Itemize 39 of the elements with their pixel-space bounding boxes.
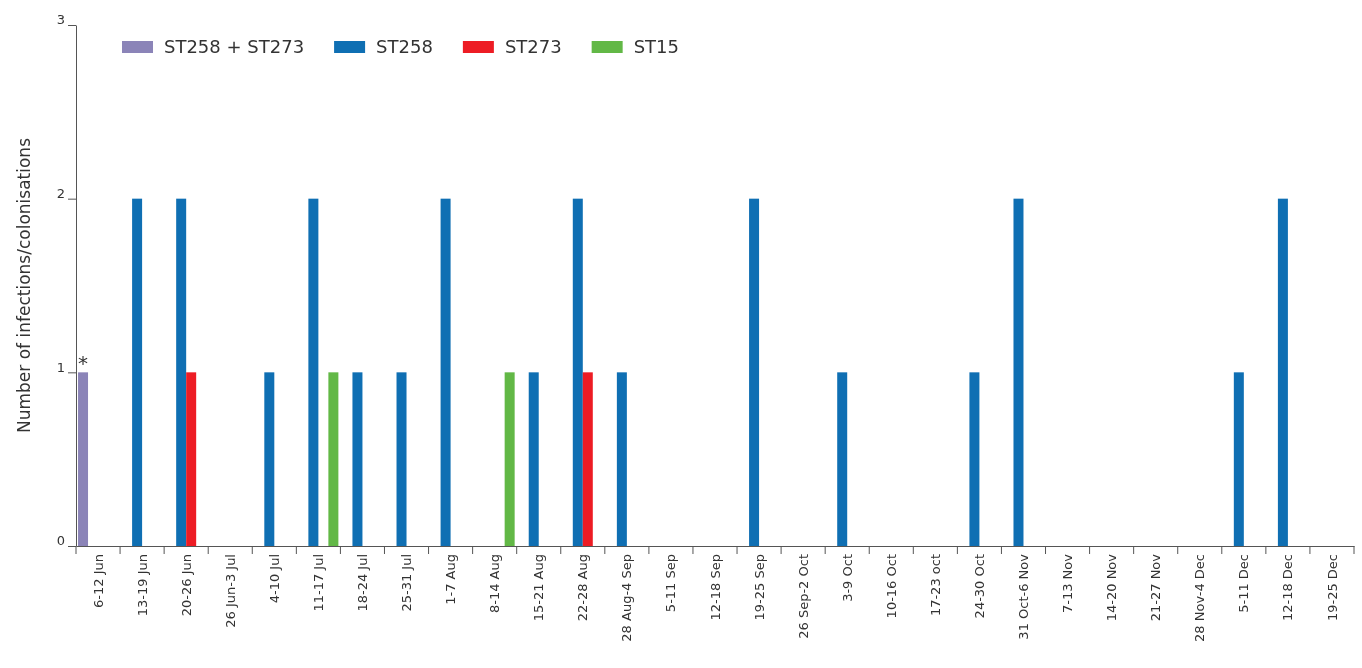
x-tick-label: 28 Nov-4 Dec bbox=[1192, 554, 1208, 642]
annotation: * bbox=[78, 351, 89, 376]
x-tick-label: 24-30 Oct bbox=[971, 554, 987, 619]
x-tick-label: 12-18 Dec bbox=[1280, 554, 1296, 622]
y-axis-title: Number of infections/colonisations bbox=[14, 137, 34, 433]
x-tick-label: 14-20 Nov bbox=[1104, 553, 1120, 622]
y-tick-label: 2 bbox=[56, 185, 65, 201]
x-tick-label: 1-7 Aug bbox=[443, 554, 459, 605]
x-tick-label: 7-13 Nov bbox=[1060, 553, 1076, 614]
legend-label: ST273 bbox=[504, 36, 562, 58]
x-tick-label: 26 Jun-3 Jul bbox=[222, 554, 238, 628]
legend-label: ST258 + ST273 bbox=[164, 36, 305, 58]
x-tick-label: 31 Oct-6 Nov bbox=[1016, 553, 1032, 640]
x-tick-label: 4-10 Jul bbox=[266, 554, 282, 604]
x-tick-label: 13-19 Jun bbox=[134, 554, 150, 617]
x-tick-label: 15-21 Aug bbox=[531, 554, 547, 622]
x-tick-label: 25-31 Jul bbox=[399, 554, 415, 612]
x-tick-label: 12-18 Sep bbox=[707, 554, 723, 621]
x-tick-label: 5-11 Dec bbox=[1236, 554, 1252, 613]
x-tick-label: 3-9 Oct bbox=[839, 554, 855, 602]
x-tick-label: 18-24 Jul bbox=[355, 554, 370, 612]
x-tick-label: 19-25 Dec bbox=[1324, 554, 1340, 622]
y-tick-label: 3 bbox=[56, 12, 65, 28]
x-tick-label: 19-25 Sep bbox=[751, 554, 767, 621]
legend-label: ST15 bbox=[633, 36, 679, 58]
x-tick-label: 10-16 Oct bbox=[883, 554, 899, 619]
x-tick-label: 6-12 Jun bbox=[90, 554, 106, 608]
x-tick-label: 26 Sep-2 Oct bbox=[795, 554, 811, 639]
x-tick-label: 11-17 Jul bbox=[310, 554, 326, 612]
x-tick-label: 20-26 Jun bbox=[178, 554, 194, 617]
y-tick-label: 1 bbox=[56, 359, 65, 375]
legend-label: ST258 bbox=[376, 36, 433, 58]
x-tick-label: 8-14 Aug bbox=[487, 554, 503, 614]
y-tick-label: 0 bbox=[56, 533, 65, 549]
x-tick-label: 28 Aug-4 Sep bbox=[619, 554, 635, 642]
x-tick-label: 17-23 oct bbox=[927, 554, 943, 617]
x-tick-label: 5-11 Sep bbox=[663, 554, 679, 613]
x-tick-label: 21-27 Nov bbox=[1148, 553, 1164, 622]
x-tick-label: 22-28 Aug bbox=[575, 554, 591, 622]
